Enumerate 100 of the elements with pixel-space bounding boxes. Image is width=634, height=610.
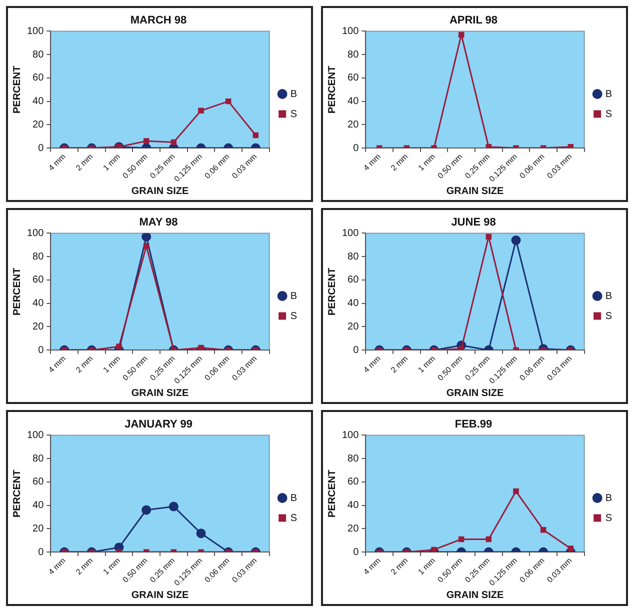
y-axis-title: PERCENT — [12, 66, 23, 114]
x-tick-label: 0.50 mm — [120, 152, 150, 180]
y-tick-label: 100 — [342, 430, 360, 441]
x-axis-title: GRAIN SIZE — [446, 388, 504, 399]
y-tick-label: 40 — [348, 500, 360, 512]
y-tick-label: 60 — [348, 476, 360, 488]
x-tick-label: 0.06 mm — [202, 152, 232, 180]
y-tick-label: 20 — [32, 321, 44, 332]
y-tick-label: 100 — [26, 228, 44, 239]
y-tick-label: 60 — [32, 476, 44, 488]
x-axis-title: GRAIN SIZE — [131, 388, 189, 399]
legend-label: B — [290, 88, 298, 100]
x-tick-label: 0.06 mm — [202, 556, 232, 584]
x-tick-label: 1 mm — [101, 354, 122, 375]
legend-label: S — [290, 108, 298, 120]
chart-title: FEB.99 — [454, 418, 492, 431]
chart-title: MAY 98 — [139, 216, 178, 229]
x-tick-label: 2 mm — [389, 556, 410, 577]
x-axis-title: GRAIN SIZE — [131, 186, 189, 197]
chart-title: MARCH 98 — [130, 14, 187, 27]
x-tick-label: 0.03 mm — [230, 152, 259, 180]
x-tick-label: 2 mm — [389, 354, 410, 375]
legend-label: S — [605, 108, 612, 120]
y-tick-label: 100 — [26, 430, 44, 441]
y-axis-title: PERCENT — [326, 470, 338, 518]
x-tick-label: 0.06 mm — [518, 354, 547, 382]
x-tick-label: 1 mm — [416, 152, 438, 173]
x-tick-label: 2 mm — [389, 152, 410, 173]
y-tick-label: 20 — [348, 523, 360, 534]
legend-label: B — [605, 290, 612, 302]
y-axis-title: PERCENT — [12, 470, 23, 518]
y-tick-label: 0 — [38, 546, 44, 558]
legend-label: B — [290, 492, 298, 504]
y-tick-label: 60 — [348, 274, 360, 286]
y-tick-label: 40 — [348, 96, 360, 108]
y-tick-label: 20 — [32, 119, 44, 130]
y-tick-label: 20 — [348, 321, 360, 332]
x-tick-label: 4 mm — [362, 354, 383, 375]
x-tick-label: 0.50 mm — [436, 354, 465, 382]
y-tick-label: 80 — [348, 453, 360, 464]
y-tick-label: 100 — [342, 228, 360, 239]
legend-label: S — [605, 512, 612, 524]
x-tick-label: 0.03 mm — [545, 354, 574, 382]
x-tick-label: 2 mm — [74, 354, 95, 375]
y-tick-label: 20 — [348, 119, 360, 130]
chart-title: JUNE 98 — [451, 216, 496, 229]
y-tick-label: 20 — [32, 523, 44, 534]
x-tick-label: 4 mm — [46, 152, 68, 173]
y-tick-label: 80 — [32, 453, 44, 464]
y-tick-label: 80 — [348, 251, 360, 262]
y-tick-label: 80 — [348, 49, 360, 60]
x-tick-label: 1 mm — [101, 556, 122, 577]
legend-label: S — [290, 512, 298, 524]
x-tick-label: 1 mm — [416, 556, 438, 577]
x-tick-label: 0.50 mm — [436, 556, 465, 584]
legend-label: S — [605, 310, 612, 322]
y-tick-label: 40 — [32, 298, 44, 310]
y-axis-title: PERCENT — [326, 268, 338, 316]
x-tick-label: 0.03 mm — [230, 556, 259, 584]
y-axis-title: PERCENT — [12, 268, 23, 316]
x-axis-title: GRAIN SIZE — [446, 186, 504, 197]
x-tick-label: 0.06 mm — [518, 152, 547, 180]
y-tick-label: 40 — [32, 500, 44, 512]
y-tick-label: 0 — [38, 142, 44, 154]
x-tick-label: 0.06 mm — [518, 556, 547, 584]
y-axis-title: PERCENT — [326, 66, 338, 114]
chart-title: APRIL 98 — [449, 14, 498, 27]
y-tick-label: 80 — [32, 49, 44, 60]
legend-label: S — [290, 310, 298, 322]
x-tick-label: 0.03 mm — [545, 556, 574, 584]
x-tick-label: 4 mm — [46, 556, 68, 577]
y-tick-label: 0 — [353, 344, 360, 356]
x-tick-label: 4 mm — [362, 152, 383, 173]
x-tick-label: 4 mm — [46, 354, 68, 375]
legend-label: B — [605, 492, 612, 504]
y-tick-label: 40 — [32, 96, 44, 108]
y-tick-label: 40 — [348, 298, 360, 310]
legend-label: B — [605, 88, 612, 100]
x-tick-label: 0.50 mm — [120, 556, 150, 584]
x-tick-label: 1 mm — [416, 354, 438, 375]
y-tick-label: 100 — [26, 26, 44, 37]
x-tick-label: 2 mm — [74, 556, 95, 577]
y-tick-label: 60 — [32, 274, 44, 286]
x-tick-label: 1 mm — [101, 152, 122, 173]
x-axis-title: GRAIN SIZE — [131, 590, 189, 601]
x-tick-label: 0.03 mm — [545, 152, 574, 180]
x-tick-label: 0.03 mm — [230, 354, 259, 382]
x-tick-label: 0.06 mm — [202, 354, 232, 382]
legend-label: B — [290, 290, 298, 302]
y-tick-label: 0 — [38, 344, 44, 356]
y-tick-label: 60 — [348, 72, 360, 84]
chart-title: JANUARY 99 — [124, 418, 192, 431]
x-tick-label: 0.50 mm — [120, 354, 150, 382]
x-axis-title: GRAIN SIZE — [446, 590, 504, 601]
y-tick-label: 80 — [32, 251, 44, 262]
x-tick-label: 4 mm — [362, 556, 383, 577]
x-tick-label: 2 mm — [74, 152, 95, 173]
x-tick-label: 0.50 mm — [436, 152, 465, 180]
y-tick-label: 0 — [353, 546, 360, 558]
y-tick-label: 100 — [342, 26, 360, 37]
